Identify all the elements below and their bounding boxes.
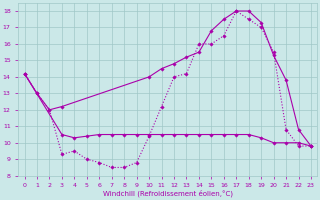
X-axis label: Windchill (Refroidissement éolien,°C): Windchill (Refroidissement éolien,°C) — [103, 190, 233, 197]
